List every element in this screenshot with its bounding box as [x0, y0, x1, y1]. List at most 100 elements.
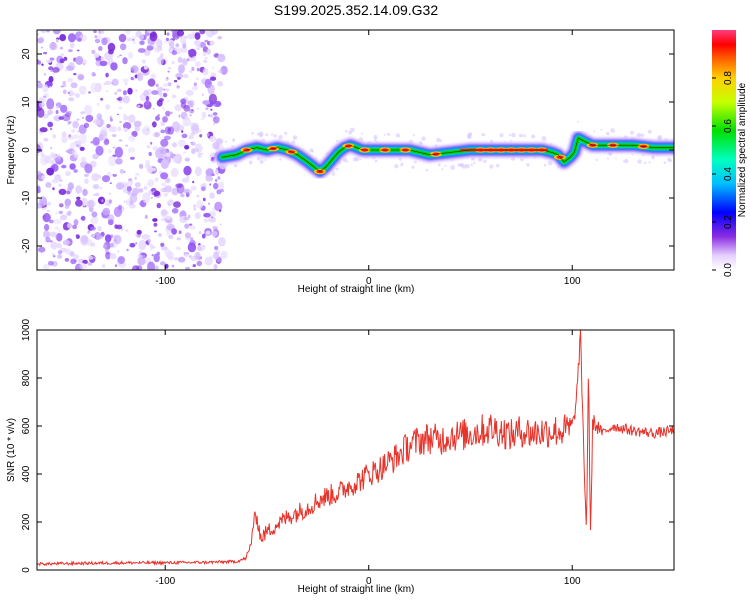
noise-speckle	[208, 202, 210, 205]
noise-speckle	[95, 234, 103, 240]
noise-speckle	[90, 82, 99, 93]
colorbar-tick-label: 0.4	[723, 167, 734, 181]
noise-speckle	[153, 190, 161, 197]
noise-speckle	[84, 178, 89, 185]
noise-speckle	[194, 166, 202, 177]
noise-speckle	[108, 155, 117, 167]
spectrogram-y-ticks: 20 10 0 -10 -20	[21, 48, 674, 253]
noise-speckle	[46, 98, 55, 110]
noise-speckle	[69, 142, 76, 151]
noise-speckle	[76, 73, 85, 82]
noise-speckle	[72, 120, 79, 129]
noise-speckle	[88, 91, 91, 94]
noise-speckle	[92, 137, 100, 146]
noise-speckle	[112, 146, 116, 149]
noise-speckle	[153, 253, 160, 263]
noise-speckle	[205, 230, 211, 235]
noise-speckle	[202, 100, 210, 105]
noise-speckle	[169, 41, 175, 49]
noise-speckle	[43, 137, 49, 142]
noise-speckle	[64, 198, 72, 207]
noise-speckle	[53, 255, 56, 258]
noise-speckle	[196, 195, 200, 198]
noise-speckle	[136, 72, 144, 82]
noise-speckle	[92, 184, 100, 190]
noise-speckle	[42, 263, 50, 270]
noise-speckle	[184, 223, 190, 229]
noise-speckle	[68, 49, 73, 53]
noise-speckle	[128, 178, 133, 182]
noise-speckle	[194, 212, 201, 220]
noise-speckle	[162, 116, 168, 123]
noise-speckle	[188, 49, 192, 54]
noise-speckle	[51, 253, 55, 256]
noise-speckle	[151, 90, 160, 95]
noise-speckle	[131, 265, 140, 270]
noise-speckle	[206, 133, 210, 137]
noise-speckle	[91, 49, 96, 55]
noise-speckle	[125, 229, 129, 232]
ridge-halo-speckle	[232, 140, 235, 143]
ridge-halo-speckle	[607, 157, 609, 160]
spectrogram-y-tick-label: 10	[21, 96, 32, 108]
noise-speckle	[132, 187, 140, 195]
noise-speckle	[214, 245, 219, 251]
ridge-halo-speckle	[414, 160, 417, 164]
spectrogram-y-tick-label: -20	[21, 238, 32, 253]
noise-speckle	[127, 87, 133, 95]
noise-speckle	[108, 149, 112, 154]
noise-speckle	[67, 77, 74, 83]
noise-speckle	[154, 131, 160, 138]
noise-speckle	[52, 231, 57, 238]
noise-speckle	[38, 246, 46, 253]
noise-speckle	[175, 246, 182, 251]
spectrogram-y-label: Frequency (Hz)	[6, 116, 17, 185]
noise-speckle	[206, 48, 212, 55]
noise-speckle	[123, 188, 127, 194]
ridge-halo-speckle	[412, 134, 415, 137]
noise-speckle	[73, 219, 79, 226]
snr-plot-area	[37, 330, 674, 570]
ridge-halo-speckle	[609, 153, 612, 156]
noise-speckle	[115, 158, 123, 165]
noise-speckle	[196, 107, 200, 111]
ridge-halo-speckle	[631, 153, 634, 156]
noise-speckle	[200, 185, 203, 187]
noise-speckle	[157, 114, 160, 116]
noise-speckle	[191, 109, 194, 111]
noise-speckle	[159, 148, 168, 155]
ridge-halo-speckle	[293, 137, 296, 139]
noise-speckle	[213, 182, 219, 190]
noise-speckle	[80, 215, 86, 221]
noise-speckle	[191, 148, 196, 155]
ridge-halo-speckle	[256, 156, 261, 161]
noise-speckle	[108, 219, 114, 226]
noise-speckle	[71, 92, 76, 96]
noise-speckle	[97, 225, 102, 232]
noise-speckle	[201, 111, 207, 119]
noise-speckle	[182, 73, 189, 79]
noise-speckle	[203, 218, 209, 223]
noise-speckle	[146, 165, 153, 174]
noise-speckle	[159, 95, 163, 98]
noise-speckle	[156, 202, 162, 209]
noise-speckle	[217, 176, 221, 180]
noise-speckle	[123, 200, 127, 203]
noise-speckle	[166, 100, 170, 103]
noise-speckle	[48, 260, 54, 266]
noise-speckle	[160, 121, 165, 127]
noise-speckle	[37, 80, 41, 83]
noise-speckle	[149, 31, 158, 42]
noise-speckle	[211, 173, 215, 176]
noise-speckle	[143, 65, 148, 70]
noise-speckle	[37, 37, 44, 44]
noise-speckle	[147, 190, 153, 196]
ridge-halo-speckle	[383, 133, 386, 136]
noise-speckle	[78, 133, 87, 144]
spectrogram-x-tick-label: 0	[366, 276, 372, 287]
noise-speckle	[186, 175, 190, 180]
noise-speckle	[119, 54, 123, 57]
spectrogram-x-ticks: -100 0 100	[155, 30, 581, 287]
noise-speckle	[144, 214, 148, 219]
noise-speckle	[184, 116, 189, 120]
